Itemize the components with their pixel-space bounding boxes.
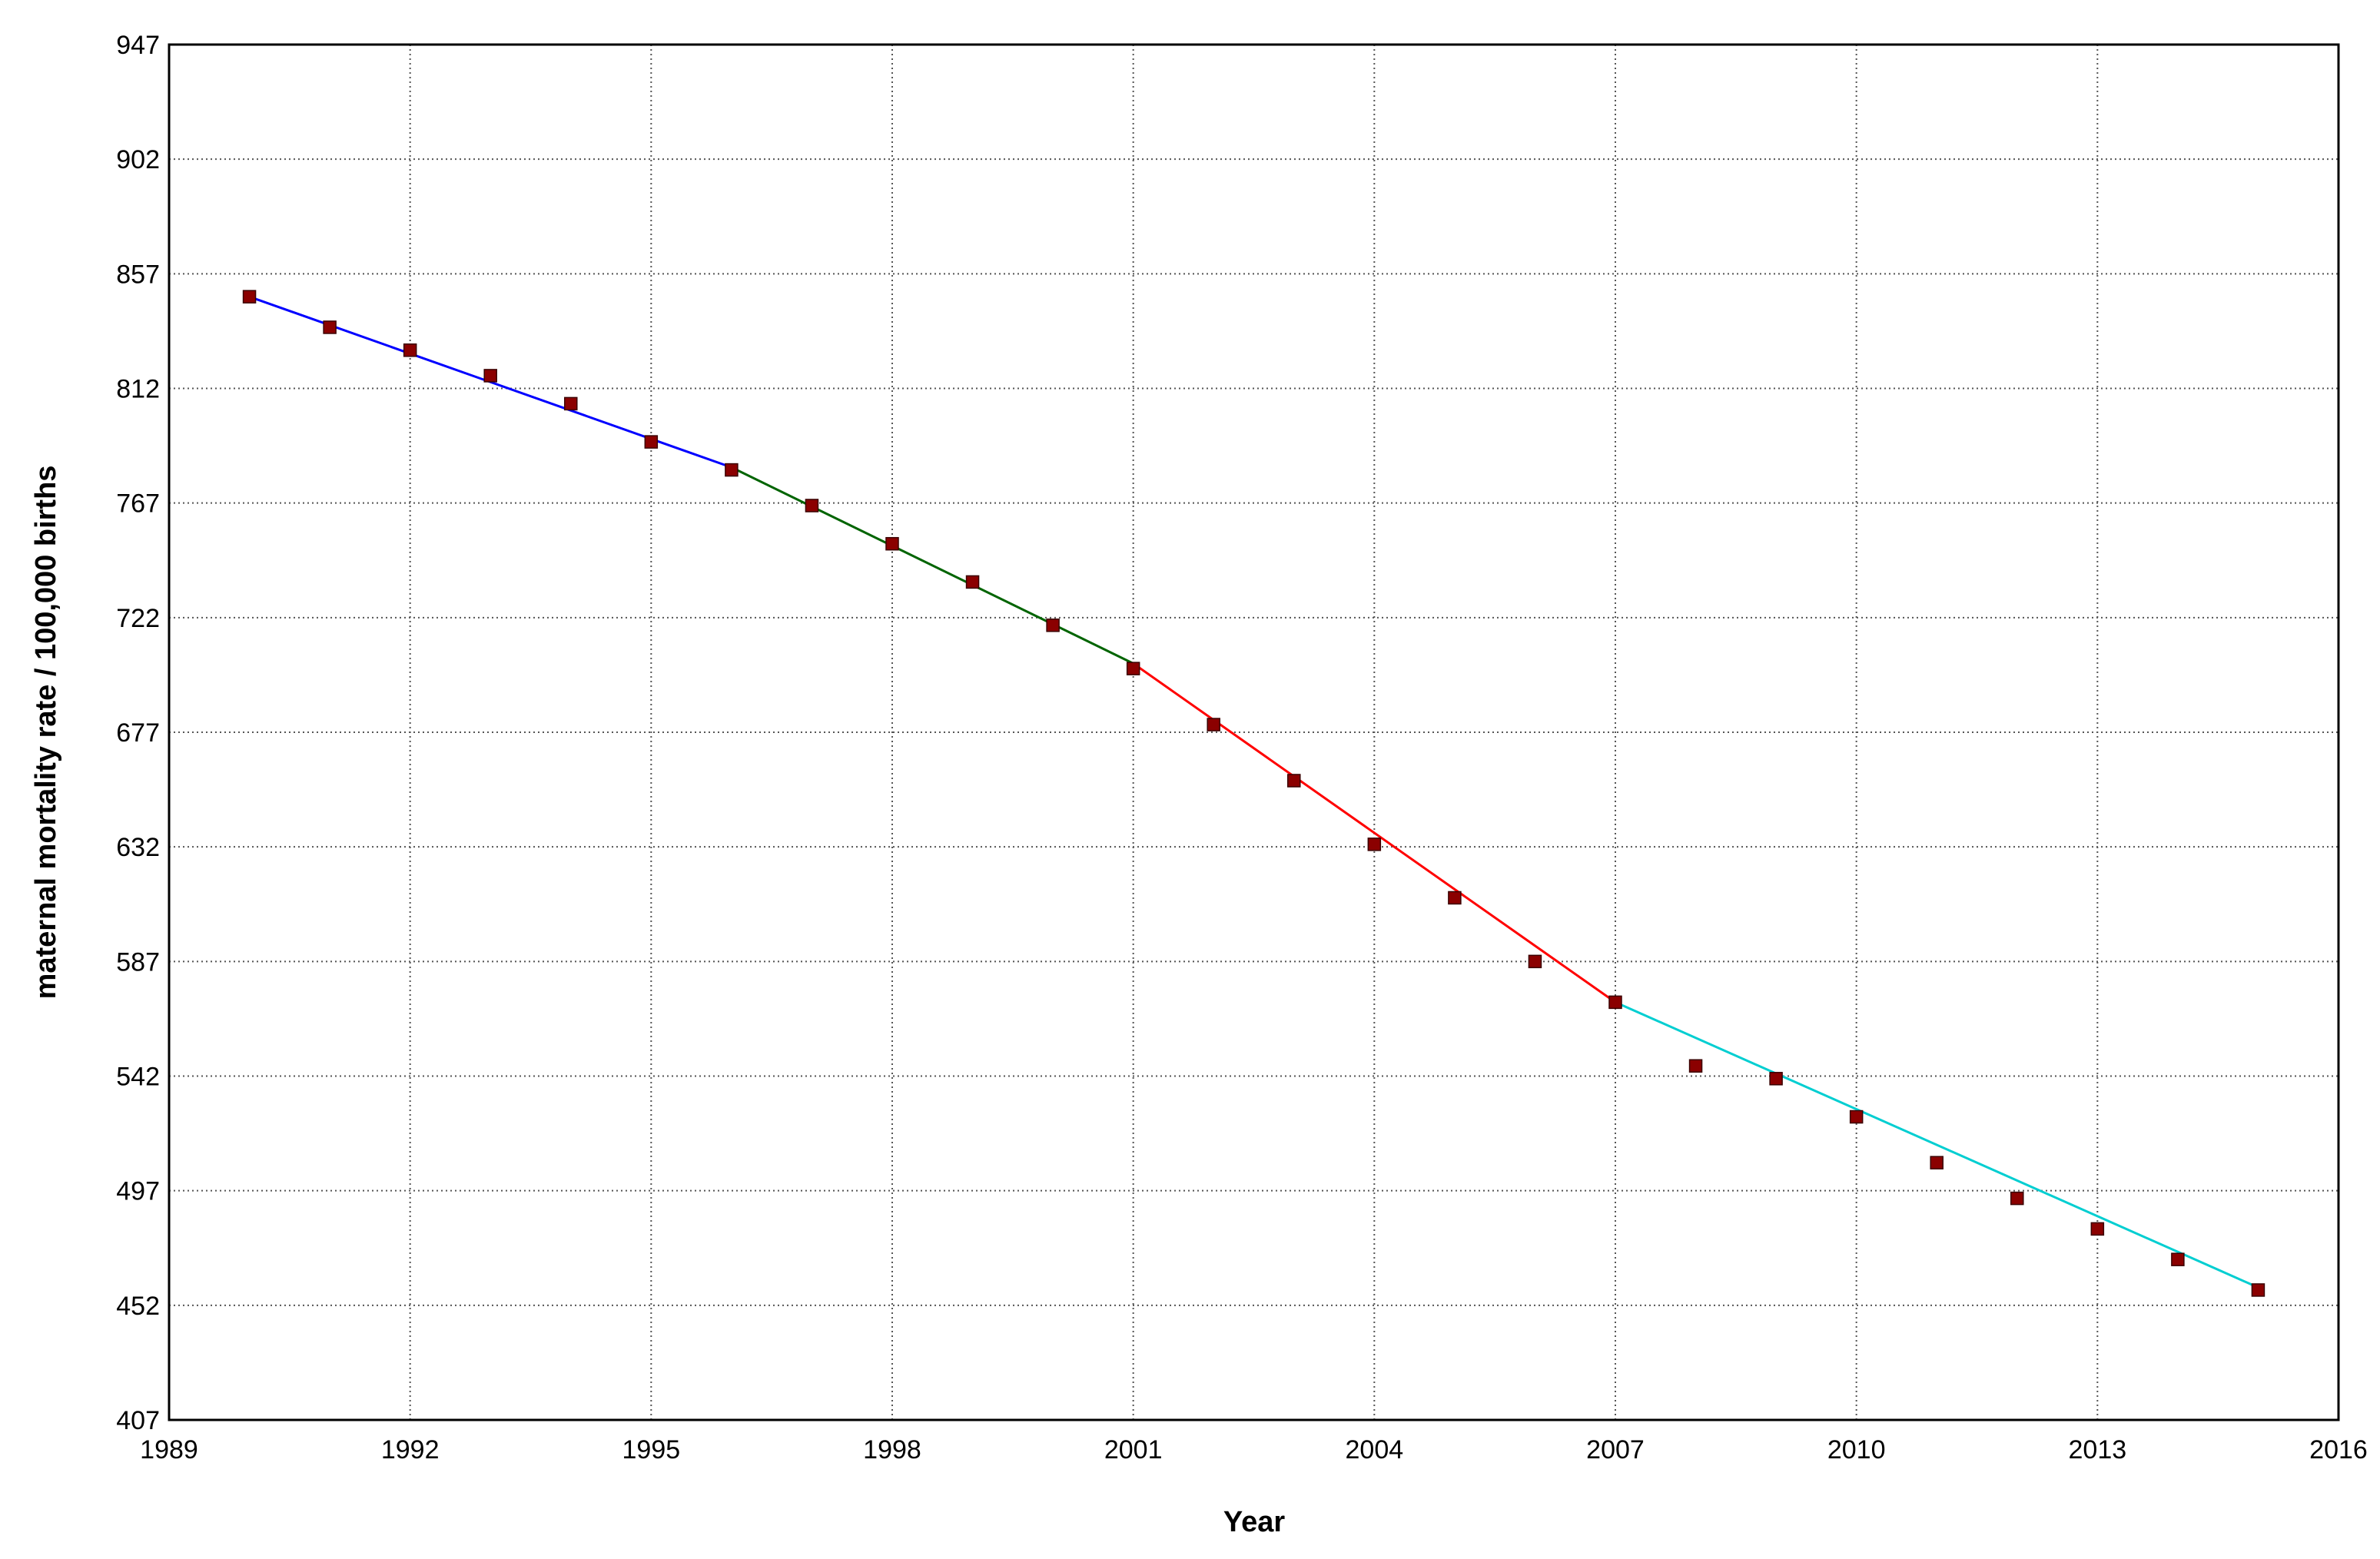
y-tick-label: 857 (116, 260, 160, 289)
data-point (1126, 662, 1140, 675)
data-point (2171, 1252, 2185, 1266)
data-point (1930, 1156, 1944, 1169)
data-point (725, 463, 739, 477)
data-point (2251, 1283, 2265, 1297)
data-points (242, 290, 2265, 1297)
data-point (1688, 1059, 1703, 1073)
data-point (1046, 619, 1060, 632)
data-point (1849, 1110, 1864, 1124)
data-point (1367, 838, 1382, 851)
y-tick-label: 632 (116, 833, 160, 862)
x-axis-title: Year (1223, 1506, 1286, 1538)
x-tick-label: 2010 (1827, 1435, 1886, 1464)
data-point (805, 499, 819, 512)
x-tick-label: 1995 (622, 1435, 681, 1464)
data-point (403, 343, 417, 357)
y-tick-label: 542 (116, 1063, 160, 1092)
x-tick-label: 2007 (1586, 1435, 1645, 1464)
y-tick-label: 902 (116, 145, 160, 174)
data-point (242, 290, 257, 304)
grid-lines (169, 45, 2339, 1420)
y-tick-label: 947 (116, 31, 160, 60)
y-tick-label: 812 (116, 375, 160, 404)
data-point (885, 536, 899, 551)
y-tick-label: 677 (116, 718, 160, 748)
x-tick-label: 2013 (2069, 1435, 2127, 1464)
data-point (1769, 1072, 1783, 1086)
data-point (1287, 774, 1301, 788)
y-tick-label: 497 (116, 1177, 160, 1206)
y-tick-label: 407 (116, 1406, 160, 1435)
series-line (731, 466, 1134, 665)
y-tick-label: 722 (116, 604, 160, 633)
data-point (564, 396, 578, 411)
data-point (1528, 954, 1542, 969)
x-tick-label: 1992 (381, 1435, 440, 1464)
data-point (483, 369, 497, 383)
data-point (1448, 891, 1462, 905)
y-tick-label: 452 (116, 1292, 160, 1321)
x-tick-label: 2001 (1104, 1435, 1163, 1464)
y-axis-title: maternal mortality rate / 100,000 births (30, 466, 62, 1000)
series-line (1615, 1000, 2259, 1289)
y-axis-tick-labels: 407 452 497 542 587 632 677 722 767 812 857 902 947 (116, 31, 160, 1435)
x-tick-label: 2016 (2309, 1435, 2368, 1464)
y-tick-label: 767 (116, 489, 160, 519)
data-point (1608, 995, 1622, 1010)
x-axis-tick-labels: 1989 1992 1995 1998 2001 2004 2007 2010 2013 2016 (140, 1435, 2368, 1464)
data-point (2090, 1222, 2105, 1236)
y-tick-label: 587 (116, 947, 160, 977)
data-point (2010, 1191, 2024, 1206)
data-point (644, 435, 659, 449)
data-point (1207, 718, 1220, 731)
x-tick-label: 1998 (863, 1435, 921, 1464)
x-tick-label: 1989 (140, 1435, 198, 1464)
x-tick-label: 2004 (1346, 1435, 1404, 1464)
data-point (965, 575, 980, 589)
data-point (323, 320, 337, 334)
plot-area-border (168, 43, 2340, 1421)
